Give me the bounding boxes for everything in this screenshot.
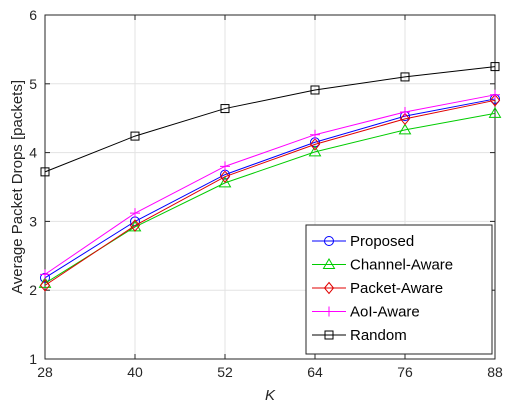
legend-marker-aoi-aware	[324, 306, 334, 317]
data-point-random	[220, 104, 230, 114]
data-point-aoi-aware	[400, 107, 410, 118]
x-tick-label: 28	[37, 364, 53, 380]
legend-label-proposed: Proposed	[350, 233, 414, 250]
legend-label-channel-aware: Channel-Aware	[350, 257, 453, 274]
data-point-packet-aware	[219, 170, 231, 183]
series-packet-aware	[39, 94, 501, 292]
data-point-random	[310, 85, 320, 95]
legend-label-packet-aware: Packet-Aware	[350, 280, 443, 297]
data-point-random	[130, 131, 140, 141]
data-point-packet-aware	[489, 94, 501, 107]
y-tick-label: 4	[29, 145, 37, 161]
data-point-packet-aware	[399, 112, 411, 126]
data-point-random	[490, 62, 500, 72]
x-tick-label: 88	[487, 364, 503, 380]
data-point-packet-aware	[39, 279, 51, 292]
data-point-aoi-aware	[130, 208, 140, 219]
series-random	[40, 62, 500, 177]
legend-item-proposed: Proposed	[312, 233, 414, 250]
series-line-packet-aware	[44, 99, 496, 286]
legend-box	[305, 224, 493, 355]
y-tick-label: 2	[29, 282, 37, 298]
x-tick-label: 40	[127, 364, 143, 380]
data-point-random	[400, 72, 410, 82]
y-tick-label: 3	[29, 213, 37, 229]
legend-marker-packet-aware	[323, 281, 335, 295]
legend-label-aoi-aware: AoI-Aware	[350, 304, 420, 321]
series-aoi-aware	[40, 89, 500, 280]
x-tick-label: 52	[217, 364, 233, 380]
series-line-proposed	[44, 98, 496, 279]
data-point-aoi-aware	[220, 161, 230, 172]
data-point-channel-aware	[308, 145, 322, 157]
legend-item-aoi-aware: AoI-Aware	[312, 304, 420, 321]
series-group	[38, 62, 502, 292]
data-point-aoi-aware	[40, 269, 50, 280]
data-point-channel-aware	[488, 106, 502, 118]
series-line-channel-aware	[44, 112, 496, 284]
data-point-aoi-aware	[310, 129, 320, 140]
y-axis-label: Average Packet Drops [packets]	[9, 80, 26, 294]
y-tick-label: 5	[29, 76, 37, 92]
series-line-random	[44, 66, 496, 173]
axis-ticks: 28 40 52 64 76 88 1 2 3 4 5 6	[29, 7, 503, 380]
legend-marker-proposed	[324, 236, 334, 246]
legend-label-random: Random	[350, 327, 407, 344]
series-line-aoi-aware	[44, 94, 496, 275]
data-point-random	[40, 167, 50, 177]
legend-item-packet-aware: Packet-Aware	[312, 280, 443, 297]
plot-area-frame	[44, 14, 496, 360]
legend-item-random: Random	[312, 327, 407, 344]
data-point-packet-aware	[129, 219, 141, 232]
y-tick-label: 1	[29, 351, 37, 367]
legend: Proposed Channel-Aware Packet-Aware AoI-Awa…	[305, 224, 493, 355]
x-tick-label: 76	[397, 364, 413, 380]
legend-marker-channel-aware	[322, 258, 336, 269]
legend-marker-random	[324, 330, 334, 340]
legend-item-channel-aware: Channel-Aware	[312, 257, 453, 274]
data-point-aoi-aware	[490, 89, 500, 100]
x-tick-label: 64	[307, 364, 323, 380]
data-point-channel-aware	[398, 123, 412, 135]
x-axis-label: K	[265, 387, 276, 404]
y-tick-label: 6	[29, 7, 37, 23]
data-point-channel-aware	[218, 176, 232, 188]
data-point-packet-aware	[309, 138, 321, 151]
